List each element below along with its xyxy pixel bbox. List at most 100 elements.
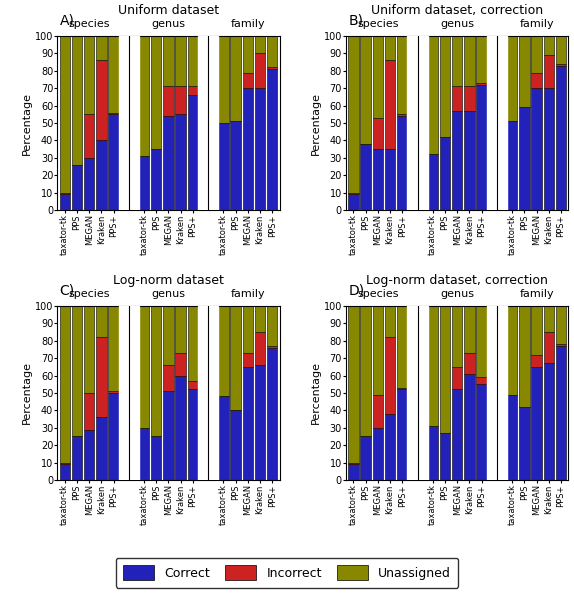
Bar — [255, 332, 265, 365]
Bar — [84, 306, 94, 393]
Bar — [487, 306, 507, 480]
Bar — [452, 306, 463, 367]
Bar — [119, 36, 139, 210]
Bar — [96, 418, 107, 480]
Y-axis label: Percentage: Percentage — [311, 92, 321, 155]
Bar — [255, 365, 265, 480]
Bar — [176, 115, 186, 210]
Bar — [464, 36, 475, 86]
Bar — [476, 83, 487, 85]
Bar — [176, 376, 186, 480]
Bar — [373, 36, 383, 118]
Bar — [72, 436, 82, 480]
Bar — [556, 65, 566, 210]
Text: species: species — [68, 289, 110, 299]
Bar — [230, 121, 241, 210]
Bar — [218, 36, 228, 123]
Bar — [108, 306, 119, 391]
Bar — [139, 306, 149, 428]
Bar — [397, 388, 408, 389]
Text: genus: genus — [152, 289, 185, 299]
Bar — [230, 306, 241, 410]
Bar — [360, 36, 371, 144]
Bar — [373, 306, 383, 395]
Bar — [151, 436, 161, 480]
Bar — [230, 36, 241, 121]
Bar — [519, 306, 529, 407]
Bar — [544, 55, 554, 88]
Y-axis label: Percentage: Percentage — [311, 361, 321, 424]
Bar — [532, 367, 542, 480]
Bar — [243, 353, 253, 367]
Bar — [139, 36, 149, 156]
Bar — [96, 140, 107, 210]
Bar — [373, 428, 383, 480]
Bar — [267, 69, 277, 210]
Bar — [519, 407, 529, 480]
Y-axis label: Percentage: Percentage — [22, 361, 32, 424]
Bar — [397, 306, 408, 388]
Bar — [139, 428, 149, 480]
Bar — [267, 306, 277, 346]
Bar — [163, 391, 174, 480]
Bar — [428, 306, 438, 426]
Bar — [151, 149, 161, 210]
Bar — [176, 353, 186, 376]
Bar — [255, 88, 265, 210]
Bar — [476, 384, 487, 480]
Bar — [96, 337, 107, 418]
Bar — [84, 158, 94, 210]
Text: family: family — [231, 19, 265, 29]
Bar — [532, 306, 542, 355]
Bar — [267, 347, 277, 480]
Bar — [218, 306, 228, 397]
Text: family: family — [519, 19, 554, 29]
Text: A): A) — [60, 13, 75, 28]
Bar — [408, 36, 428, 210]
Title: Log-norm dataset, correction: Log-norm dataset, correction — [366, 274, 548, 287]
Bar — [544, 36, 554, 55]
Bar — [230, 410, 241, 480]
Bar — [108, 115, 119, 210]
Bar — [96, 61, 107, 140]
Bar — [84, 393, 94, 430]
Bar — [507, 121, 517, 210]
Bar — [188, 389, 198, 480]
Text: genus: genus — [152, 19, 185, 29]
Bar — [84, 115, 94, 158]
Bar — [556, 344, 566, 346]
Title: Uniform dataset: Uniform dataset — [118, 4, 219, 17]
Bar — [348, 36, 359, 193]
Bar — [163, 306, 174, 365]
Bar — [108, 393, 119, 480]
Bar — [507, 306, 517, 395]
Bar — [556, 346, 566, 480]
Bar — [507, 36, 517, 121]
Bar — [452, 111, 463, 210]
Bar — [151, 36, 161, 149]
Bar — [243, 306, 253, 353]
Bar — [476, 377, 487, 384]
Bar — [544, 88, 554, 210]
Bar — [360, 144, 371, 210]
Bar — [397, 115, 408, 116]
Y-axis label: Percentage: Percentage — [22, 92, 32, 155]
Bar — [385, 36, 395, 61]
Bar — [544, 332, 554, 364]
Bar — [428, 36, 438, 154]
Bar — [176, 306, 186, 353]
Text: genus: genus — [440, 289, 474, 299]
Bar — [507, 395, 517, 480]
Bar — [198, 36, 218, 210]
Bar — [385, 149, 395, 210]
Bar — [360, 436, 371, 480]
Bar — [243, 88, 253, 210]
Bar — [476, 36, 487, 83]
Text: family: family — [231, 289, 265, 299]
Bar — [440, 306, 450, 433]
Bar — [452, 36, 463, 86]
Bar — [476, 306, 487, 377]
Bar — [72, 36, 82, 165]
Bar — [255, 53, 265, 88]
Legend: Correct, Incorrect, Unassigned: Correct, Incorrect, Unassigned — [115, 557, 459, 588]
